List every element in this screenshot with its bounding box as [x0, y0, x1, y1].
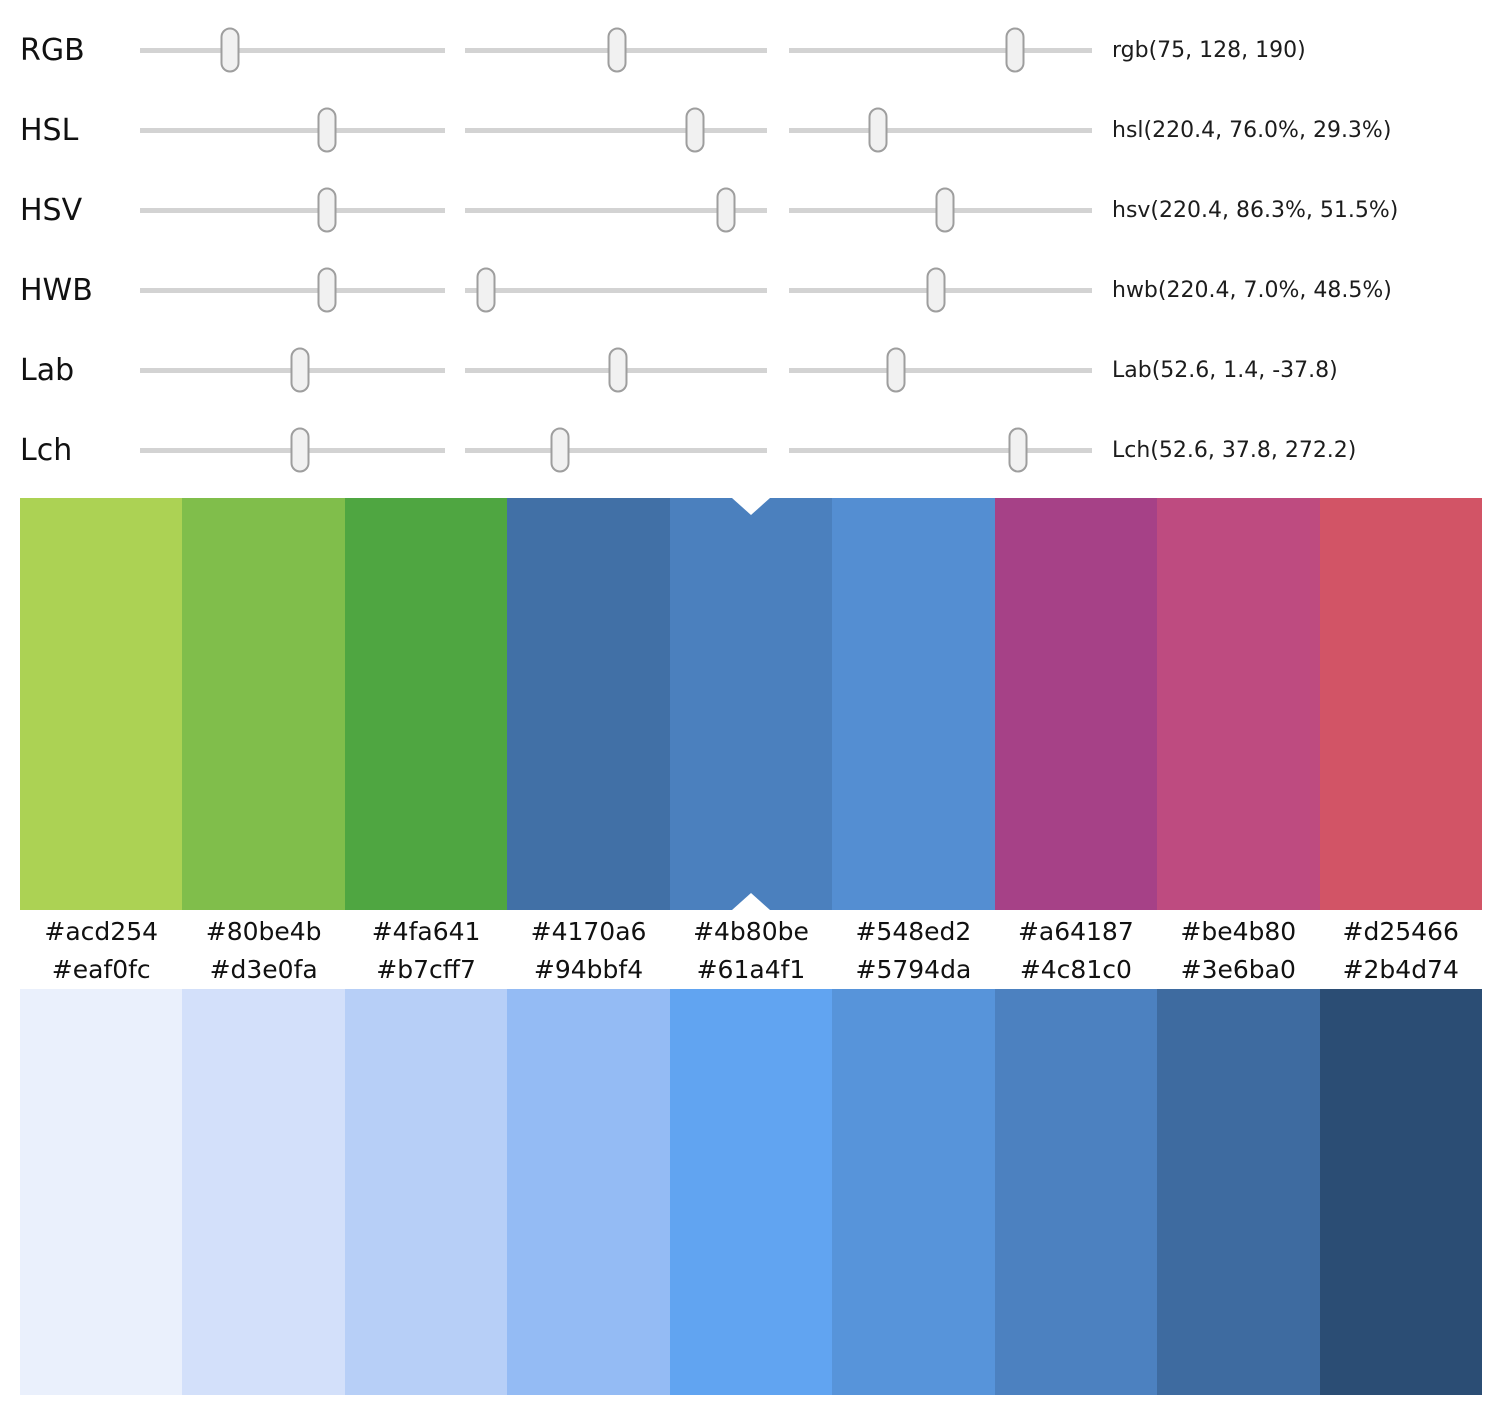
hue-hex-label-row: #acd254 #80be4b #4fa641 #4170a6 #4b80be … [20, 910, 1482, 949]
slider-row-value: hsl(220.4, 76.0%, 29.3%) [1112, 117, 1392, 143]
hwb-b-slider-track[interactable] [789, 262, 1092, 318]
palette-swatch[interactable] [507, 498, 670, 910]
slider-row-label: HSL [20, 112, 79, 148]
rgb-b-slider-track[interactable] [789, 22, 1092, 78]
rgb-g-slider-thumb[interactable] [607, 27, 627, 73]
lch-c-slider-thumb[interactable] [550, 427, 570, 473]
swatch-hex-label: #d25466 [1342, 917, 1459, 946]
color-slider-panel: RGB rgb(75, 128, 190) HSL hsl(220.4, 76.… [0, 0, 1501, 490]
lch-l-slider-thumb[interactable] [290, 427, 310, 473]
lab-a-slider-thumb[interactable] [608, 347, 628, 393]
palette-swatch[interactable] [1157, 498, 1320, 910]
slider-row-label: HWB [20, 272, 93, 308]
palette-swatch[interactable] [344, 498, 508, 910]
palette-swatch[interactable] [994, 989, 1158, 1395]
swatch-hex-label: #4170a6 [530, 917, 647, 946]
hsv-h-slider-thumb[interactable] [317, 187, 337, 233]
swatch-hex-label: #be4b80 [1180, 917, 1297, 946]
lab-a-slider-track[interactable] [465, 342, 767, 398]
palette-swatch[interactable] [832, 498, 995, 910]
selection-marker-top-icon [731, 498, 770, 515]
palette-swatch[interactable] [1319, 989, 1482, 1395]
hsl-s-slider-thumb[interactable] [685, 107, 705, 153]
swatch-hex-label: #2b4d74 [1342, 954, 1459, 984]
shade-palette [20, 989, 1482, 1395]
slider-row-hwb: HWB hwb(220.4, 7.0%, 48.5%) [0, 250, 1501, 330]
swatch-hex-label: #4b80be [693, 917, 809, 946]
palette-swatch[interactable] [507, 989, 670, 1395]
rgb-r-slider-thumb[interactable] [220, 27, 240, 73]
swatch-hex-label: #4c81c0 [1019, 954, 1132, 984]
selection-marker-bottom-icon [731, 893, 770, 910]
palette-swatch[interactable] [1157, 989, 1320, 1395]
lch-h-slider-thumb[interactable] [1008, 427, 1028, 473]
lab-l-slider-track[interactable] [140, 342, 445, 398]
slider-row-hsl: HSL hsl(220.4, 76.0%, 29.3%) [0, 90, 1501, 170]
swatch-hex-label: #acd254 [44, 917, 159, 946]
hsv-v-slider-thumb[interactable] [935, 187, 955, 233]
slider-row-label: RGB [20, 32, 85, 68]
slider-row-rgb: RGB rgb(75, 128, 190) [0, 10, 1501, 90]
shade-hex-label-row: #eaf0fc #d3e0fa #b7cff7 #94bbf4 #61a4f1 … [20, 949, 1482, 989]
slider-row-label: HSV [20, 192, 83, 228]
lch-c-slider-track[interactable] [465, 422, 767, 478]
hwb-w-slider-thumb[interactable] [476, 267, 496, 313]
hsl-h-slider-track[interactable] [140, 102, 445, 158]
swatch-hex-label: #a64187 [1017, 917, 1134, 946]
slider-row-value: hwb(220.4, 7.0%, 48.5%) [1112, 277, 1392, 303]
lch-h-slider-track[interactable] [789, 422, 1092, 478]
palette-swatch[interactable] [669, 989, 833, 1395]
hwb-w-slider-track[interactable] [465, 262, 767, 318]
slider-row-lch: Lch Lch(52.6, 37.8, 272.2) [0, 410, 1501, 490]
lab-b-slider-track[interactable] [789, 342, 1092, 398]
slider-row-value: rgb(75, 128, 190) [1112, 37, 1306, 63]
hsl-h-slider-thumb[interactable] [317, 107, 337, 153]
hsv-s-slider-track[interactable] [465, 182, 767, 238]
swatch-hex-label: #94bbf4 [533, 954, 644, 984]
swatch-hex-label: #548ed2 [855, 917, 972, 946]
lch-l-slider-track[interactable] [140, 422, 445, 478]
swatch-hex-label: #80be4b [205, 917, 322, 946]
rgb-g-slider-track[interactable] [465, 22, 767, 78]
slider-row-value: Lch(52.6, 37.8, 272.2) [1112, 437, 1357, 463]
hsv-v-slider-track[interactable] [789, 182, 1092, 238]
hwb-h-slider-thumb[interactable] [317, 267, 337, 313]
palette-swatch[interactable] [832, 989, 995, 1395]
palette-swatch[interactable] [20, 498, 183, 910]
slider-row-value: Lab(52.6, 1.4, -37.8) [1112, 357, 1338, 383]
hsv-s-slider-thumb[interactable] [716, 187, 736, 233]
palette-swatch[interactable] [182, 989, 345, 1395]
palette-swatch[interactable] [344, 989, 508, 1395]
palette-swatch[interactable] [20, 989, 183, 1395]
palette-swatch[interactable] [1319, 498, 1482, 910]
hsl-s-slider-track[interactable] [465, 102, 767, 158]
swatch-hex-label: #3e6ba0 [1180, 954, 1296, 984]
slider-row-label: Lab [20, 352, 75, 388]
swatch-hex-label: #d3e0fa [209, 954, 318, 984]
hsl-l-slider-track[interactable] [789, 102, 1092, 158]
hsv-h-slider-track[interactable] [140, 182, 445, 238]
slider-row-lab: Lab Lab(52.6, 1.4, -37.8) [0, 330, 1501, 410]
hsl-l-slider-thumb[interactable] [868, 107, 888, 153]
palette-swatch[interactable] [182, 498, 345, 910]
palette-swatch[interactable] [994, 498, 1158, 910]
hue-palette [20, 498, 1482, 910]
palette-swatch-selected[interactable] [669, 498, 833, 910]
slider-row-value: hsv(220.4, 86.3%, 51.5%) [1112, 197, 1399, 223]
lab-l-slider-thumb[interactable] [290, 347, 310, 393]
hwb-h-slider-track[interactable] [140, 262, 445, 318]
slider-row-hsv: HSV hsv(220.4, 86.3%, 51.5%) [0, 170, 1501, 250]
rgb-r-slider-track[interactable] [140, 22, 445, 78]
swatch-hex-label: #5794da [855, 954, 972, 984]
swatch-hex-label: #eaf0fc [51, 954, 151, 984]
rgb-b-slider-thumb[interactable] [1005, 27, 1025, 73]
hwb-b-slider-thumb[interactable] [926, 267, 946, 313]
swatch-hex-label: #4fa641 [371, 917, 481, 946]
lab-b-slider-thumb[interactable] [886, 347, 906, 393]
swatch-hex-label: #61a4f1 [696, 954, 806, 984]
slider-row-label: Lch [20, 432, 73, 468]
swatch-hex-label: #b7cff7 [376, 954, 476, 984]
